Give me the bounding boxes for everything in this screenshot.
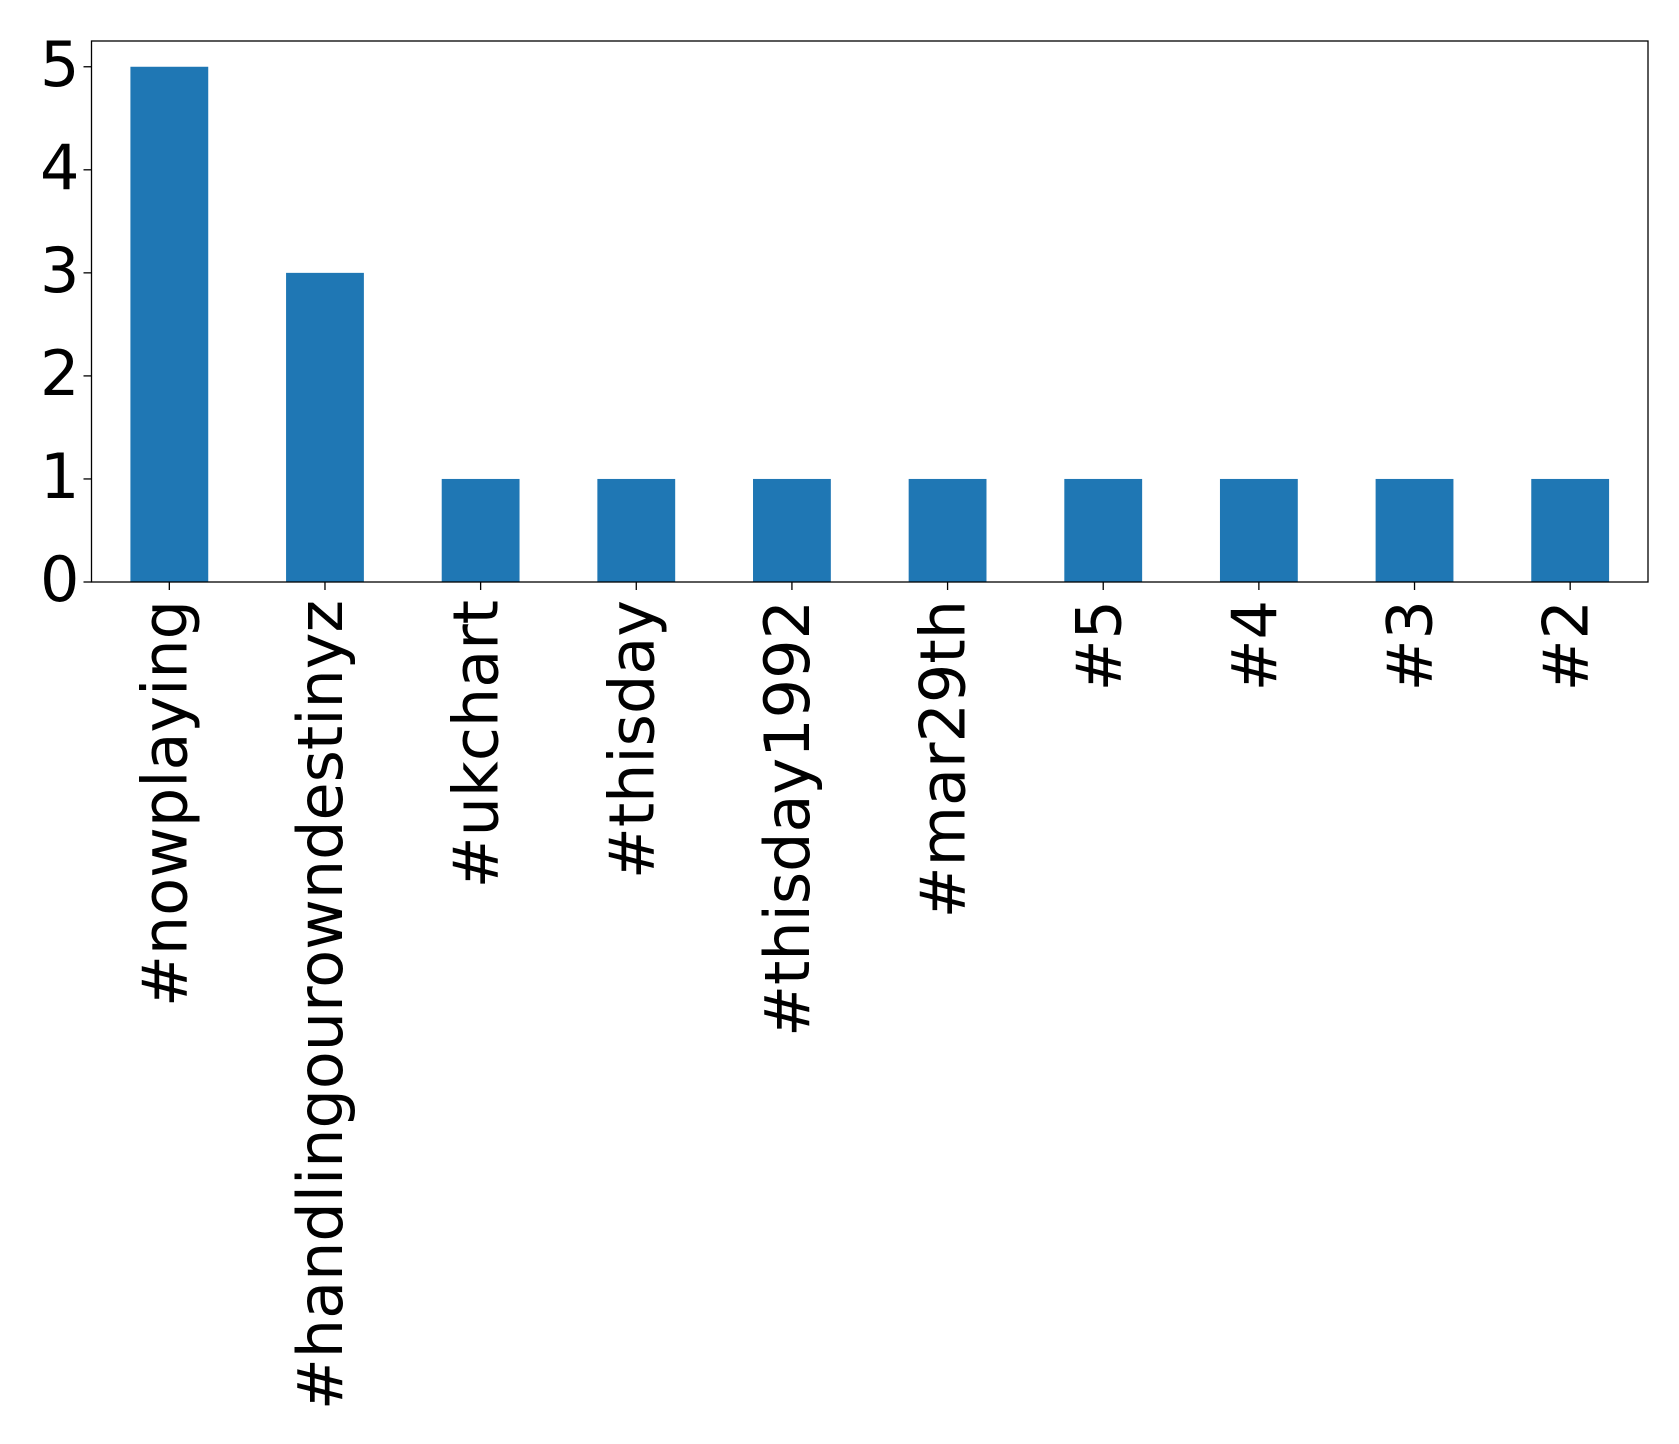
bar xyxy=(597,478,676,582)
y-tick-label: 0 xyxy=(40,543,79,616)
y-tick-label: 3 xyxy=(40,234,79,307)
y-tick-label: 2 xyxy=(40,337,79,410)
x-tick-label: #ukchart xyxy=(440,600,513,888)
x-tick-label: #mar29th xyxy=(907,600,980,918)
y-tick-label: 5 xyxy=(40,28,79,101)
x-tick-label: #nowplaying xyxy=(128,600,201,1007)
bar xyxy=(1531,478,1610,582)
x-tick-label: #5 xyxy=(1062,600,1135,691)
x-tick-label: #4 xyxy=(1218,600,1291,691)
bar xyxy=(908,478,987,582)
y-tick-label: 4 xyxy=(40,131,79,204)
plot-frame xyxy=(90,40,1649,583)
x-tick-label: #handlingourowndestinyz xyxy=(284,600,357,1410)
bar xyxy=(286,272,364,582)
bar xyxy=(441,478,520,582)
x-tick-label: #thisday xyxy=(595,600,668,879)
x-tick-label: #3 xyxy=(1374,600,1447,691)
bar xyxy=(753,478,831,582)
bar xyxy=(1064,478,1143,582)
bar xyxy=(1219,478,1298,582)
bar xyxy=(1375,478,1454,582)
bar xyxy=(130,66,209,582)
x-tick-label: #thisday1992 xyxy=(751,600,824,1037)
y-tick-label: 1 xyxy=(40,440,79,513)
x-tick-label: #2 xyxy=(1529,600,1602,691)
